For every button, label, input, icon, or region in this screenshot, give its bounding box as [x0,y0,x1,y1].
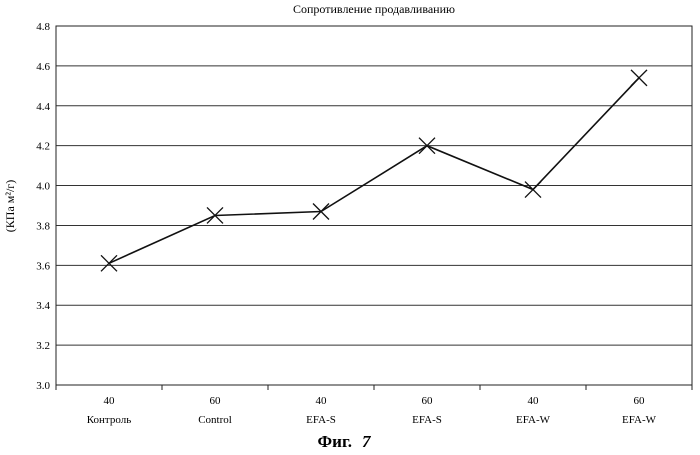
data-point [101,255,117,271]
x-tick-label-line1: 60 [210,395,222,407]
data-point [631,70,647,86]
data-point [525,182,541,198]
chart-title: Сопротивление продавливанию [293,2,455,16]
figure-caption-number: 7 [362,432,372,451]
figure-caption-prefix: Фиг. [318,432,352,451]
y-tick-label: 3.0 [36,380,50,392]
y-tick-label: 4.0 [36,181,50,193]
x-tick-label-line2: EFA-S [306,414,336,426]
x-tick-label-line2: EFA-W [516,414,551,426]
x-tick-label-line1: 40 [316,395,328,407]
x-axis-ticks: 40 Контроль 60 Control 40 EFA-S 60 EFA-S 40 EFA-W… [56,385,692,426]
series-points [101,70,647,271]
y-tick-label: 4.4 [36,101,50,113]
x-tick-label-line2: EFA-S [412,414,442,426]
y-tick-label: 3.2 [36,340,50,352]
y-tick-label: 3.8 [36,220,50,232]
y-tick-label: 3.4 [36,300,50,312]
x-tick-label-line1: 40 [528,395,540,407]
y-axis-label: (КПа м²/г) [3,180,17,232]
plot-area-border [56,26,692,385]
x-tick-label-line1: 60 [634,395,646,407]
x-tick-label-line1: 60 [422,395,434,407]
x-tick-label-line2: EFA-W [622,414,657,426]
x-tick-label-line2: Control [198,414,232,426]
y-axis-ticks: 3.0 3.2 3.4 3.6 3.8 4.0 4.2 4.4 4.6 4.8 [36,21,50,392]
y-tick-label: 4.6 [36,61,50,73]
y-tick-label: 4.2 [36,141,50,153]
gridlines [56,66,692,345]
y-tick-label: 3.6 [36,260,50,272]
x-tick-label-line1: 40 [104,395,116,407]
x-tick-label-line2: Контроль [87,414,131,426]
y-tick-label: 4.8 [36,21,50,33]
